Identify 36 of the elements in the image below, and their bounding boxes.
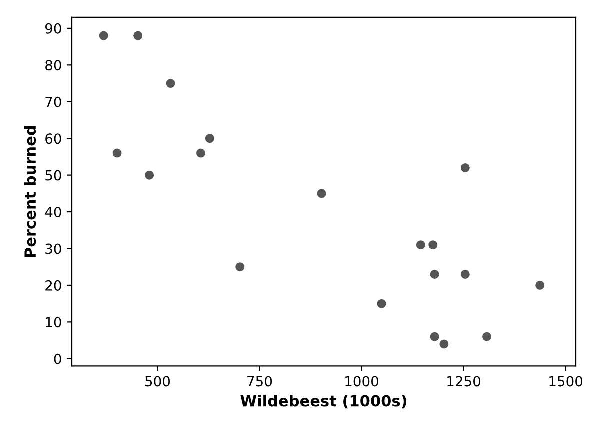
y-tick-label: 60 [46,134,62,144]
x-tick-label: 500 [146,376,170,387]
point [416,240,426,250]
y-tick-label: 70 [46,96,62,108]
point [196,148,206,158]
point [440,340,449,349]
point [428,240,438,250]
y-tick-label: 10 [46,317,62,328]
y-tick-label: 50 [46,170,62,181]
point [482,332,492,342]
point [99,31,108,40]
y-tick-label: 30 [46,244,62,254]
x-tick-label: 750 [248,376,272,387]
y-axis-title: Percent burned [24,126,36,258]
y-tick-label: 40 [45,207,62,218]
point [145,170,154,180]
point [460,163,470,172]
x-tick-label: 1000 [346,376,378,387]
x-tick-label: 1250 [448,376,481,387]
point [460,270,470,279]
point [536,280,545,290]
y-tick-label: 20 [46,280,62,291]
y-tick-label: 90 [45,23,62,34]
point [317,189,326,198]
point [166,79,176,88]
x-tick-label: 1500 [550,376,583,387]
x-axis-title: Wildebeest (1000s) [240,394,406,409]
point [112,148,122,158]
y-tick-label: 80 [46,60,62,71]
point [134,31,143,40]
point [236,262,245,272]
point [430,270,440,279]
point [205,134,214,144]
point [377,299,386,308]
point [430,332,440,342]
y-tick-label: 0 [54,354,62,364]
